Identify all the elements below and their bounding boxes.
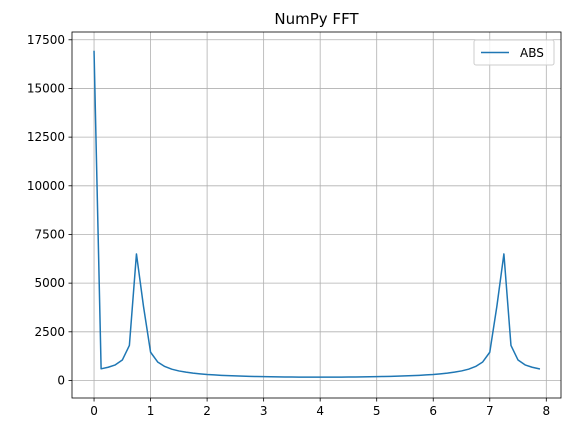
y-tick-label: 12500 xyxy=(27,130,65,144)
x-tick-label: 8 xyxy=(542,404,550,418)
x-tick-label: 2 xyxy=(203,404,211,418)
x-tick-label: 0 xyxy=(90,404,98,418)
x-tick-label: 4 xyxy=(316,404,324,418)
y-tick-label: 0 xyxy=(57,373,65,387)
legend: ABS xyxy=(473,39,555,66)
x-tick-label: 5 xyxy=(373,404,381,418)
plot-frame xyxy=(71,31,562,399)
x-tick-label: 1 xyxy=(147,404,155,418)
chart-title: NumPy FFT xyxy=(274,10,359,28)
x-tick-label: 7 xyxy=(486,404,494,418)
y-tick-label: 7500 xyxy=(34,227,65,241)
series-line-abs xyxy=(93,50,541,378)
legend-box xyxy=(473,39,555,66)
y-tick-label: 17500 xyxy=(27,33,65,47)
series-layer xyxy=(93,50,541,378)
y-tick-label: 2500 xyxy=(34,325,65,339)
legend-label: ABS xyxy=(520,46,544,60)
x-tick-label: 6 xyxy=(429,404,437,418)
y-tick-label: 15000 xyxy=(27,81,65,95)
y-tick-label: 10000 xyxy=(27,179,65,193)
x-tick-label: 3 xyxy=(260,404,268,418)
y-tick-label: 5000 xyxy=(34,276,65,290)
grid-lines xyxy=(72,32,561,398)
axis-ticks: 0 1 2 3 4 5 6 7 8 0 2500 5000 7500 10000 12500 15000 175… xyxy=(27,33,550,418)
